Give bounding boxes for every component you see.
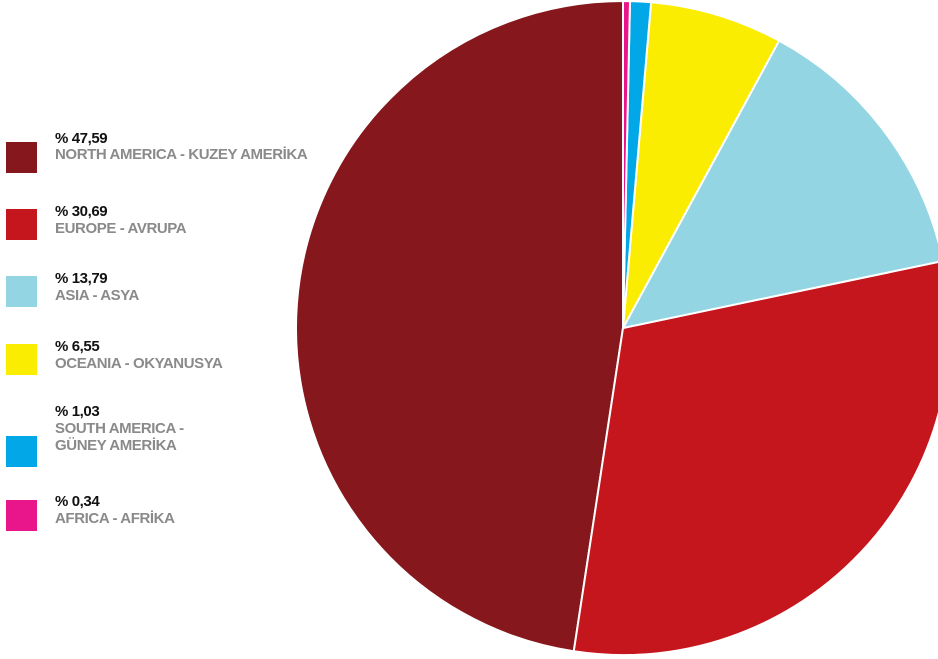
legend-label: EUROPE - AVRUPA	[55, 220, 187, 237]
legend-swatch	[6, 500, 37, 531]
legend-swatch	[6, 276, 37, 307]
legend-swatch	[6, 344, 37, 375]
legend-label: NORTH AMERICA - KUZEY AMERİKA	[55, 146, 308, 163]
legend-swatch	[6, 209, 37, 240]
pie-slice-0	[295, 0, 624, 653]
legend-value: % 6,55	[55, 338, 100, 355]
pie-slice-3	[622, 1, 781, 329]
legend-value: % 47,59	[55, 130, 108, 147]
chart-legend: % 47,59 NORTH AMERICA - KUZEY AMERİKA % …	[6, 0, 336, 659]
pie-slice-5	[622, 0, 631, 329]
legend-value: % 0,34	[55, 493, 100, 510]
legend-swatch	[6, 436, 37, 467]
legend-label: OCEANIA - OKYANUSYA	[55, 355, 223, 372]
legend-label-line2: GÜNEY AMERİKA	[55, 437, 177, 454]
legend-value: % 1,03	[55, 403, 100, 420]
legend-value: % 13,79	[55, 270, 108, 287]
pie-slice-1	[572, 260, 938, 656]
legend-label: SOUTH AMERICA -	[55, 420, 184, 437]
legend-label: ASIA - ASYA	[55, 287, 139, 304]
legend-value: % 30,69	[55, 203, 108, 220]
legend-swatch	[6, 142, 37, 173]
legend-label: AFRICA - AFRİKA	[55, 510, 175, 527]
pie-slice-2	[622, 39, 938, 329]
